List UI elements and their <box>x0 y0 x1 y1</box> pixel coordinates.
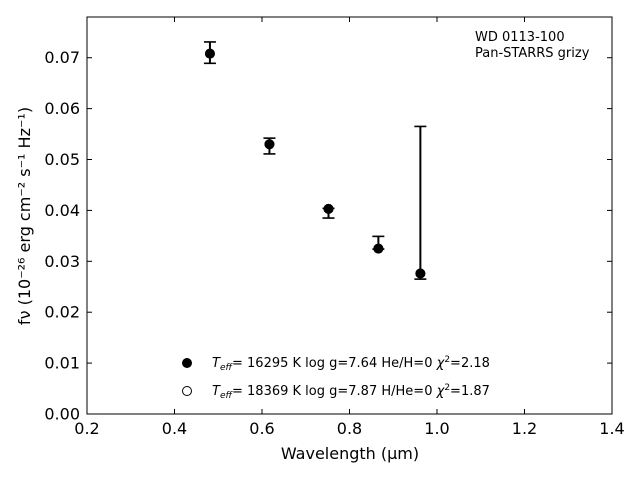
y-axis-label: fν (10⁻²⁶ erg cm⁻² s⁻¹ Hz⁻¹) <box>15 107 34 325</box>
x-tick-label: 0.2 <box>74 419 99 438</box>
y-tick-label: 0.01 <box>44 354 80 373</box>
x-tick-label: 1.0 <box>424 419 449 438</box>
y-tick-label: 0.00 <box>44 405 80 424</box>
legend-entry-1: Teff= 16295 K log g=7.64 He/H=0 χ2=2.18 <box>212 355 490 373</box>
x-axis-ticks: 0.2 0.4 0.6 0.8 1.0 1.2 1.4 <box>74 17 625 438</box>
x-tick-label: 0.6 <box>249 419 274 438</box>
y-axis-ticks: 0.00 0.01 0.02 0.03 0.04 0.05 0.06 0.07 <box>44 48 612 424</box>
x-tick-label: 1.2 <box>512 419 537 438</box>
legend: Teff= 16295 K log g=7.64 He/H=0 χ2=2.18 … <box>182 355 490 401</box>
annotation-line-1: WD 0113-100 <box>475 30 565 45</box>
annotation-line-2: Pan-STARRS grizy <box>475 46 590 61</box>
y-tick-label: 0.05 <box>44 150 80 169</box>
model-point-open <box>204 48 215 59</box>
model-point-open <box>415 268 426 279</box>
data-points <box>204 48 426 279</box>
x-tick-label: 0.4 <box>162 419 187 438</box>
model-point-open <box>323 203 334 214</box>
model-point-open <box>264 139 275 150</box>
x-tick-label: 1.4 <box>599 419 624 438</box>
legend-entry-2: Teff= 18369 K log g=7.87 H/He=0 χ2=1.87 <box>212 383 490 401</box>
plot-area <box>86 16 613 415</box>
y-tick-label: 0.07 <box>44 48 80 67</box>
legend-marker-filled <box>182 358 192 368</box>
y-tick-label: 0.06 <box>44 99 80 118</box>
y-tick-label: 0.03 <box>44 252 80 271</box>
y-tick-label: 0.02 <box>44 303 80 322</box>
model-point-open <box>373 243 384 254</box>
legend-marker-open <box>182 386 192 396</box>
x-axis-label: Wavelength (μm) <box>281 444 419 463</box>
x-tick-label: 0.8 <box>337 419 362 438</box>
y-tick-label: 0.04 <box>44 201 80 220</box>
